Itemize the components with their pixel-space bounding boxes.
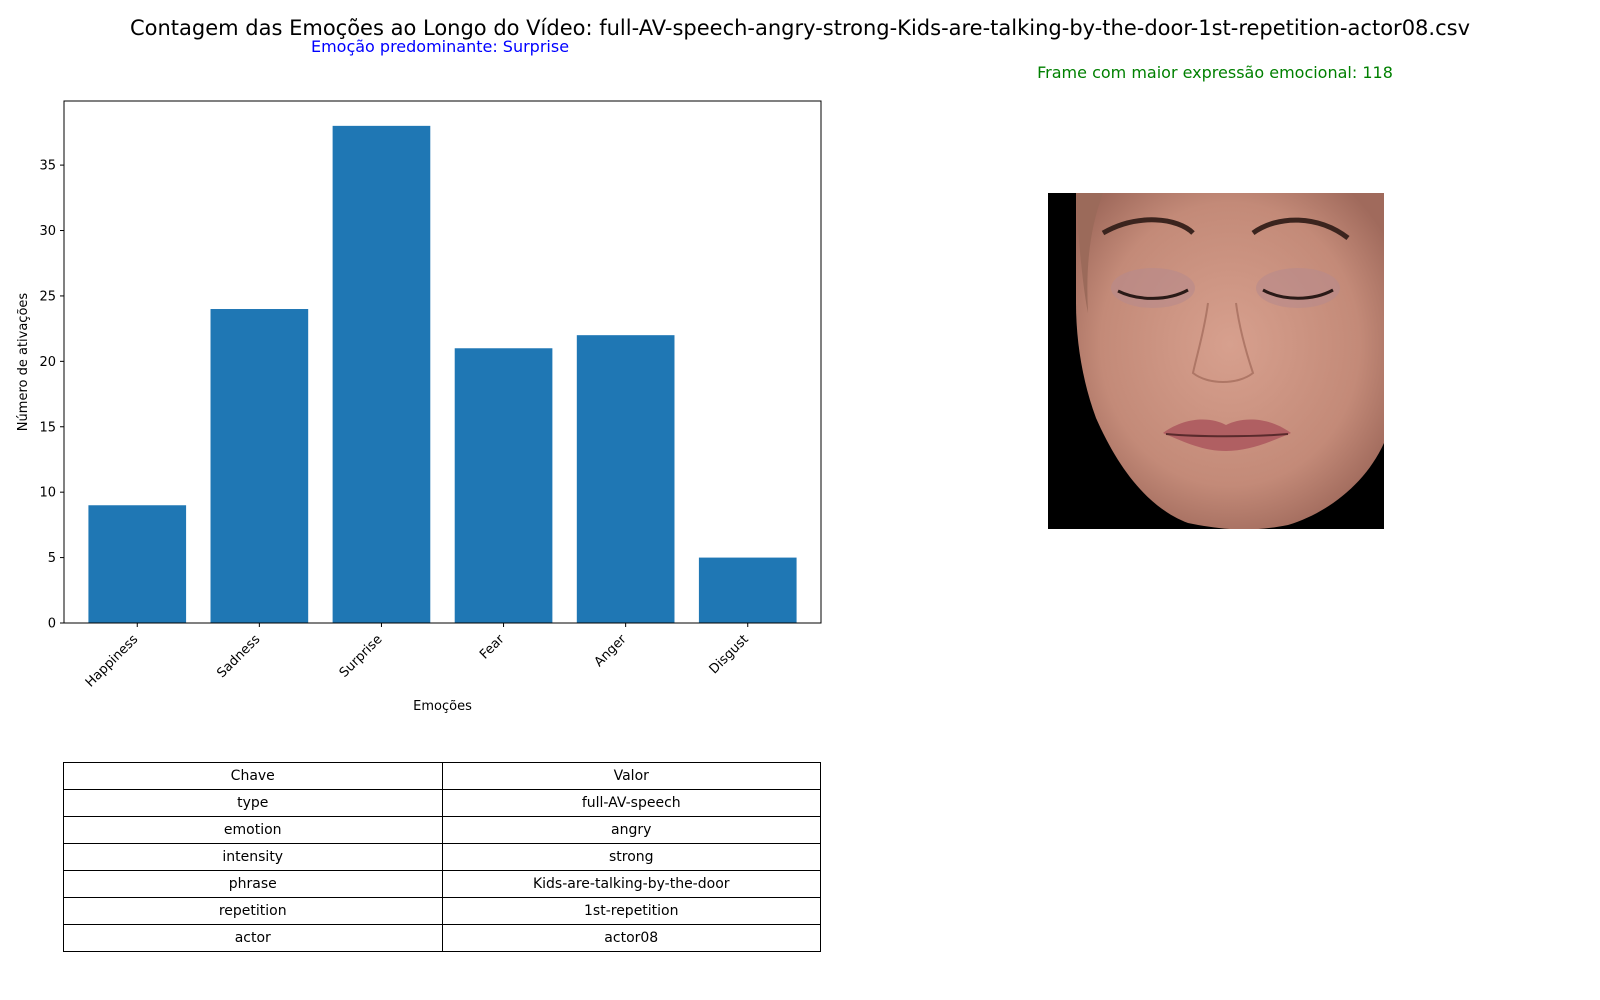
table-header-cell: Chave [63, 762, 443, 790]
table-key-cell: intensity [63, 843, 443, 871]
table-key-cell: phrase [63, 870, 443, 898]
emotion-bar-chart: Happiness Sadness Surprise Fear Anger Disgust… [16, 100, 822, 714]
table-value-cell: full-AV-speech [441, 789, 821, 817]
x-tick-label: Sadness [214, 632, 263, 681]
table-value-cell: strong [441, 843, 821, 871]
x-tick-label: Disgust [707, 632, 752, 677]
table-key-cell: emotion [63, 816, 443, 844]
max-expression-frame-label: Frame com maior expressão emocional: 118 [1037, 63, 1393, 82]
table-value-cell: 1st-repetition [441, 897, 821, 925]
table-header-cell: Valor [441, 762, 821, 790]
bar-surprise [332, 125, 431, 623]
table-key-cell: repetition [63, 897, 443, 925]
y-tick-label: 35 [39, 159, 56, 174]
x-axis-label: Emoções [413, 699, 472, 714]
y-tick-label: 10 [39, 486, 56, 501]
y-tick-label: 25 [39, 289, 56, 304]
y-tick-label: 15 [39, 420, 56, 435]
bar-fear [454, 348, 553, 623]
y-tick-label: 30 [39, 224, 56, 239]
table-key-cell: type [63, 789, 443, 817]
table-row: repetition 1st-repetition [63, 897, 821, 925]
y-tick-label: 5 [48, 551, 56, 566]
face-frame-image [1048, 193, 1384, 529]
table-row: emotion angry [63, 816, 821, 844]
table-key-cell: actor [63, 924, 443, 952]
y-tick-label: 20 [39, 355, 56, 370]
table-value-cell: actor08 [441, 924, 821, 952]
table-row: intensity strong [63, 843, 821, 871]
table-header-row: Chave Valor [63, 762, 821, 790]
bar-disgust [698, 557, 797, 623]
metadata-table: Chave Valor type full-AV-speech emotion angry… [63, 762, 821, 952]
x-tick-label: Fear [477, 632, 508, 663]
table-row: phrase Kids-are-talking-by-the-door [63, 870, 821, 898]
bar-anger [576, 335, 675, 623]
x-tick-label: Anger [592, 632, 630, 670]
table-value-cell: Kids-are-talking-by-the-door [441, 870, 821, 898]
x-tick-label: Surprise [337, 632, 386, 681]
table-row: type full-AV-speech [63, 789, 821, 817]
y-axis-label: Número de ativações [16, 293, 31, 432]
bar-sadness [210, 309, 309, 623]
table-row: actor actor08 [63, 924, 821, 952]
x-tick-label: Happiness [83, 632, 142, 691]
y-tick-label: 0 [48, 617, 56, 632]
predominant-emotion-label: Emoção predominante: Surprise [310, 37, 570, 56]
figure-title: Contagem das Emoções ao Longo do Vídeo: … [129, 16, 1471, 40]
bar-happiness [88, 505, 187, 623]
table-value-cell: angry [441, 816, 821, 844]
plot-frame [63, 100, 822, 624]
